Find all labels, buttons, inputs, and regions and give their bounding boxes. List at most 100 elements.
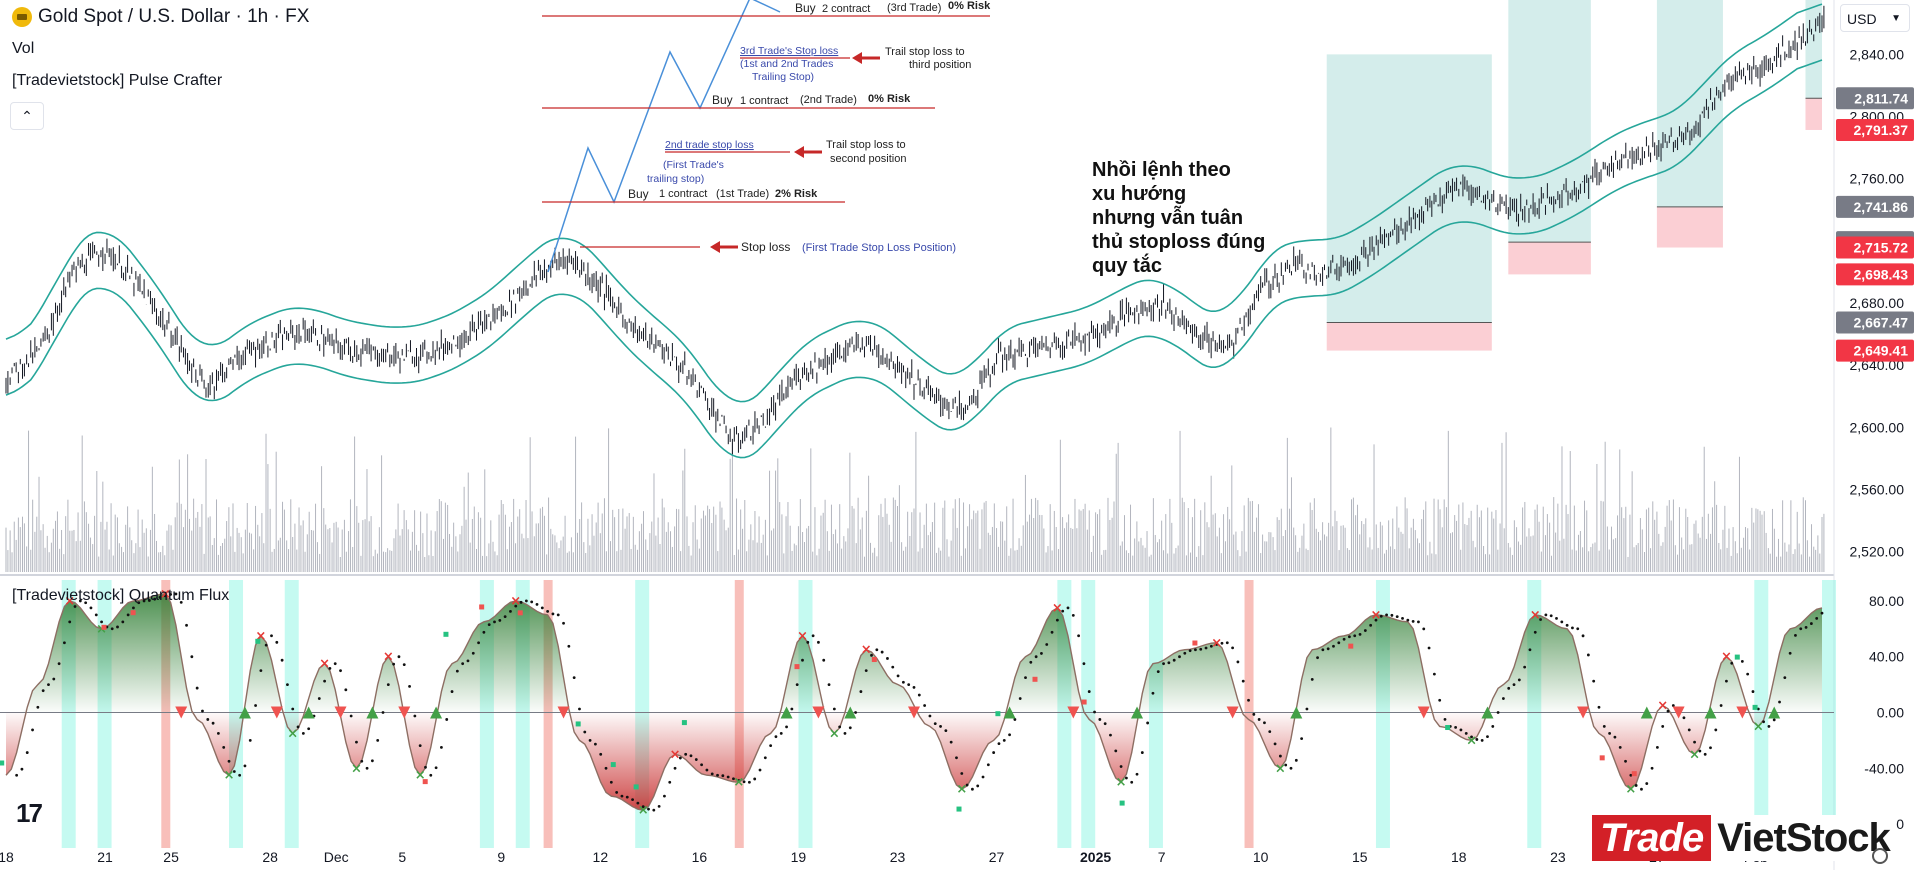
signal-dot (827, 683, 831, 686)
signal-dot (1746, 672, 1750, 676)
signal-dot (264, 643, 268, 647)
price-label: 2,741.86 (1854, 199, 1909, 215)
signal-dot (514, 604, 518, 608)
signal-dot (238, 773, 242, 777)
signal-square (1445, 725, 1451, 731)
settings-icon[interactable] (1872, 848, 1888, 864)
signal-dot (769, 744, 773, 748)
oscillator-legend[interactable]: [Tradevietstock] Quantum Flux (12, 587, 230, 604)
bear-area (6, 712, 1822, 811)
signal-dot (822, 658, 826, 662)
signal-dot (493, 620, 496, 624)
buy-cross: × (733, 775, 744, 790)
signal-dot (1353, 634, 1357, 638)
signal-dot (174, 592, 178, 596)
signal-square (1119, 800, 1125, 806)
signal-dot (1194, 648, 1197, 652)
signal-square (1192, 640, 1198, 646)
signal-dot (1252, 712, 1256, 716)
price-label-box (1836, 311, 1914, 334)
signal-dot (1337, 641, 1341, 645)
signal-dot (158, 596, 162, 599)
price-label-box (1836, 87, 1914, 110)
tradingview-logo[interactable]: 17 (16, 798, 43, 828)
buy-cross: × (1689, 747, 1700, 762)
signal-dot (562, 621, 565, 625)
signal-dot (1528, 648, 1532, 652)
sell-cross: × (1211, 636, 1222, 651)
signal-dot (700, 763, 704, 767)
currency-label: USD (1847, 11, 1877, 27)
signal-dot (572, 676, 576, 680)
signal-dot (1348, 635, 1351, 639)
signal-dot (1268, 730, 1272, 734)
sl2-line3: trailing stop) (647, 173, 704, 185)
signal-dot (355, 740, 358, 744)
signal-dot (997, 742, 1001, 746)
time-axis[interactable]: 18212528Dec591216192327202571015182327Fe… (0, 849, 1768, 865)
currency-select[interactable]: USD ▼ (1840, 4, 1910, 32)
time-tick-label: 21 (97, 849, 113, 865)
time-tick-label: 15 (1352, 849, 1368, 865)
signal-dot (1571, 626, 1574, 630)
signal-square (443, 631, 449, 637)
indicator-legend[interactable]: [Tradevietstock] Pulse Crafter (12, 72, 223, 89)
sl2-line1: 2nd trade stop loss (665, 139, 754, 151)
signal-dot (1183, 651, 1187, 655)
signal-dot (270, 634, 273, 638)
signal-dot (1220, 641, 1224, 645)
signal-dot (716, 773, 719, 777)
signal-dot (1432, 672, 1436, 676)
signal-dot (1756, 707, 1760, 711)
signal-dot (811, 634, 815, 638)
watermark-trade: Trade (1592, 815, 1712, 861)
signal-dot (785, 725, 788, 729)
signal-dot (206, 718, 210, 721)
trail2-line1: Trail stop loss to (826, 139, 906, 151)
signal-dot (1592, 679, 1596, 683)
volume-legend[interactable]: Vol (12, 40, 35, 57)
signal-dot (806, 640, 810, 644)
signal-dot (705, 768, 709, 772)
signal-dot (1645, 782, 1649, 785)
time-tick-label: 5 (398, 849, 406, 865)
signal-dot (1045, 643, 1049, 646)
time-tick-label: 27 (989, 849, 1005, 865)
signal-dot (185, 623, 188, 627)
signal-dot (232, 770, 236, 773)
signal-dot (668, 780, 672, 784)
sell-cross: × (510, 594, 521, 609)
gold-bar-icon (12, 7, 32, 27)
signal-dot (1634, 784, 1638, 787)
signal-dot (307, 727, 311, 731)
signal-dot (615, 791, 619, 794)
signal-dot (1496, 711, 1500, 714)
signal-dot (1034, 655, 1038, 659)
signal-dot (1507, 686, 1511, 690)
signal-dot (732, 777, 735, 781)
collapse-legend-button[interactable]: ⌃ (10, 102, 44, 130)
signal-dot (1608, 732, 1612, 735)
symbol-title[interactable]: Gold Spot / U.S. Dollar · 1h · FX (38, 6, 310, 27)
cross-up-triangle (1003, 706, 1016, 719)
signal-dot (1215, 643, 1219, 646)
signal-dot (647, 807, 650, 811)
signal-dot (1077, 634, 1081, 638)
signal-dot (116, 625, 119, 629)
buy-cross: × (1753, 719, 1764, 734)
oscillator-tick-label: 0.00 (1877, 704, 1904, 720)
buy-cross: × (956, 782, 967, 797)
chart-title[interactable]: Gold Spot / U.S. Dollar · 1h · FX (12, 6, 309, 28)
buy-cross: × (224, 768, 235, 783)
signal-dot (1236, 660, 1240, 664)
cross-down-triangle (1067, 706, 1080, 719)
signal-dot (1241, 679, 1245, 683)
signal-dot (801, 658, 804, 662)
buy-cross: × (415, 768, 426, 783)
cross-down-triangle (908, 706, 920, 719)
signal-dot (84, 601, 88, 605)
signal-dot (817, 640, 820, 644)
signal-dot (620, 794, 624, 798)
